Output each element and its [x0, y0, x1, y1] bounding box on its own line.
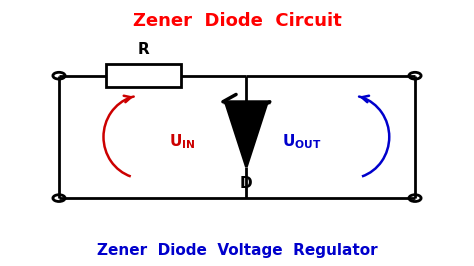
- Polygon shape: [225, 102, 267, 167]
- Text: R: R: [137, 42, 149, 57]
- Text: Zener  Diode  Voltage  Regulator: Zener Diode Voltage Regulator: [97, 243, 377, 258]
- FancyBboxPatch shape: [106, 64, 181, 88]
- Text: D: D: [240, 176, 253, 191]
- Text: $\mathbf{U_{IN}}$: $\mathbf{U_{IN}}$: [169, 133, 196, 151]
- Text: Zener  Diode  Circuit: Zener Diode Circuit: [133, 12, 341, 30]
- Text: $\mathbf{U_{OUT}}$: $\mathbf{U_{OUT}}$: [282, 133, 321, 151]
